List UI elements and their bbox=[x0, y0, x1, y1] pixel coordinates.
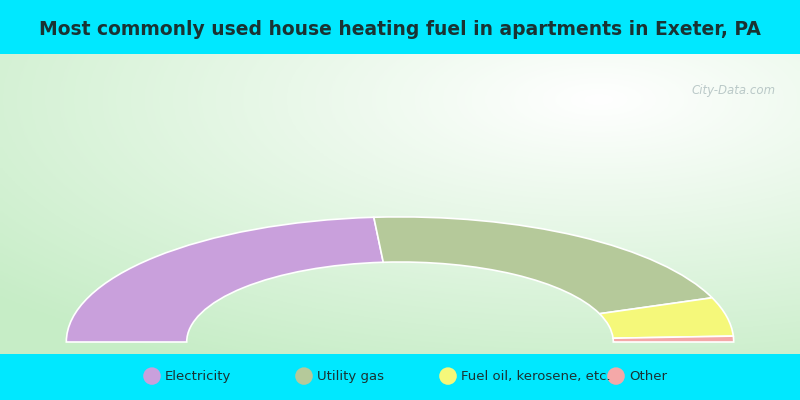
Wedge shape bbox=[66, 217, 383, 342]
Text: Fuel oil, kerosene, etc.: Fuel oil, kerosene, etc. bbox=[461, 370, 610, 382]
Text: Most commonly used house heating fuel in apartments in Exeter, PA: Most commonly used house heating fuel in… bbox=[39, 20, 761, 39]
Wedge shape bbox=[374, 217, 712, 314]
Wedge shape bbox=[613, 336, 734, 342]
Text: Other: Other bbox=[629, 370, 667, 382]
Ellipse shape bbox=[439, 367, 457, 385]
Wedge shape bbox=[599, 298, 734, 338]
Text: Electricity: Electricity bbox=[165, 370, 231, 382]
Ellipse shape bbox=[607, 367, 625, 385]
Text: Utility gas: Utility gas bbox=[317, 370, 384, 382]
Ellipse shape bbox=[143, 367, 161, 385]
Ellipse shape bbox=[295, 367, 313, 385]
Text: City-Data.com: City-Data.com bbox=[692, 84, 776, 97]
